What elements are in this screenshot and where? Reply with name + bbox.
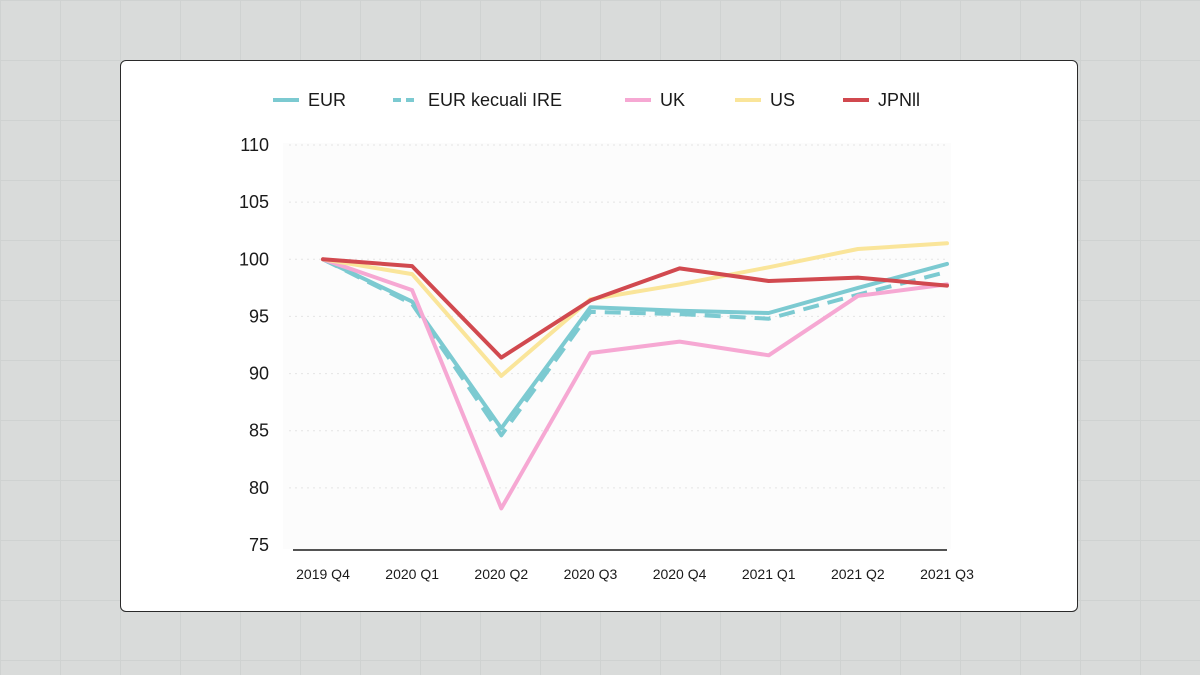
- x-tick-label-2019-q4: 2019 Q4: [296, 566, 350, 582]
- x-tick-label-2020-q4: 2020 Q4: [653, 566, 707, 582]
- grid-lines: [289, 144, 947, 489]
- series-line-us: [321, 241, 949, 378]
- line-chart: 75 80 85 90 95 100 105 110 2019 Q4 2020 Q1 2020 Q…: [239, 90, 974, 582]
- y-tick-label-80: 80: [249, 478, 269, 498]
- chart-card: 75 80 85 90 95 100 105 110 2019 Q4 2020 Q1 2020 Q…: [120, 60, 1078, 612]
- x-tick-label-2021-q1: 2021 Q1: [742, 566, 796, 582]
- y-tick-label-105: 105: [239, 192, 269, 212]
- legend: EUR EUR kecuali IRE UK US JPNll: [273, 90, 920, 110]
- y-axis-ticks: 75 80 85 90 95 100 105 110: [239, 135, 269, 555]
- x-tick-label-2021-q2: 2021 Q2: [831, 566, 885, 582]
- series-lines: [321, 241, 949, 511]
- y-tick-label-110: 110: [240, 135, 269, 155]
- y-tick-label-75: 75: [249, 535, 269, 555]
- x-axis-ticks: 2019 Q4 2020 Q1 2020 Q2 2020 Q3 2020 Q4 2021 …: [296, 566, 974, 582]
- plot-area-background: [283, 143, 951, 549]
- x-tick-label-2021-q3: 2021 Q3: [920, 566, 974, 582]
- x-tick-label-2020-q2: 2020 Q2: [474, 566, 528, 582]
- x-tick-label-2020-q1: 2020 Q1: [385, 566, 439, 582]
- legend-label-eur-kecuali-ire: EUR kecuali IRE: [428, 90, 562, 110]
- y-tick-label-100: 100: [239, 249, 269, 269]
- series-line-jpnll: [321, 257, 949, 360]
- y-tick-label-85: 85: [249, 421, 269, 441]
- legend-label-eur: EUR: [308, 90, 346, 110]
- x-tick-label-2020-q3: 2020 Q3: [564, 566, 618, 582]
- legend-label-us: US: [770, 90, 795, 110]
- series-line-uk: [321, 257, 949, 511]
- legend-label-jpnll: JPNll: [878, 90, 920, 110]
- y-tick-label-95: 95: [249, 306, 269, 326]
- y-tick-label-90: 90: [249, 364, 269, 384]
- legend-label-uk: UK: [660, 90, 685, 110]
